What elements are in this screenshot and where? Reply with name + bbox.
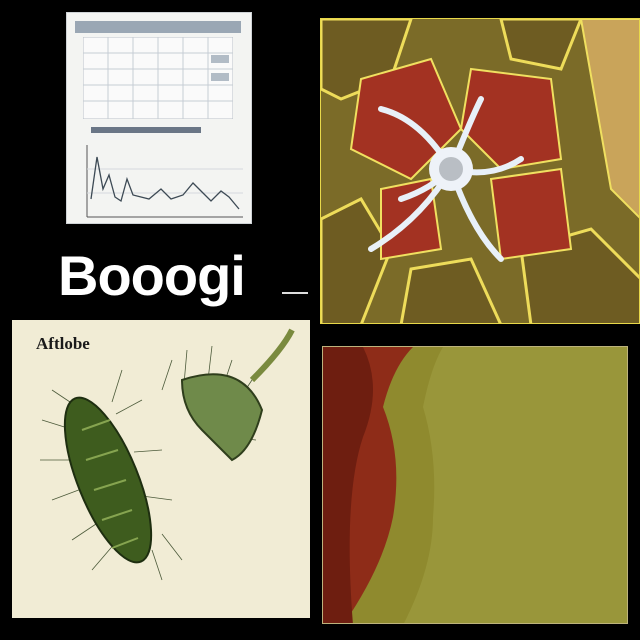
bacterium-illustration: Aftlobe bbox=[12, 320, 310, 618]
chart-header-bar bbox=[75, 21, 241, 33]
brand-title: Booogi bbox=[58, 244, 246, 307]
tissue-closeup-image bbox=[322, 346, 628, 624]
tissue-drawing bbox=[323, 347, 627, 623]
illustration-label: Aftlobe bbox=[36, 334, 90, 353]
bacterium-drawing bbox=[40, 328, 295, 581]
chart-caption-bar bbox=[91, 127, 201, 133]
line-plot-thumbnail bbox=[86, 145, 243, 218]
micrograph-drawing bbox=[321, 19, 639, 323]
micrograph-image bbox=[320, 18, 640, 324]
chart-table-grid bbox=[83, 37, 233, 119]
title-underscore bbox=[282, 292, 308, 294]
chart-thumbnail-panel bbox=[66, 12, 252, 224]
